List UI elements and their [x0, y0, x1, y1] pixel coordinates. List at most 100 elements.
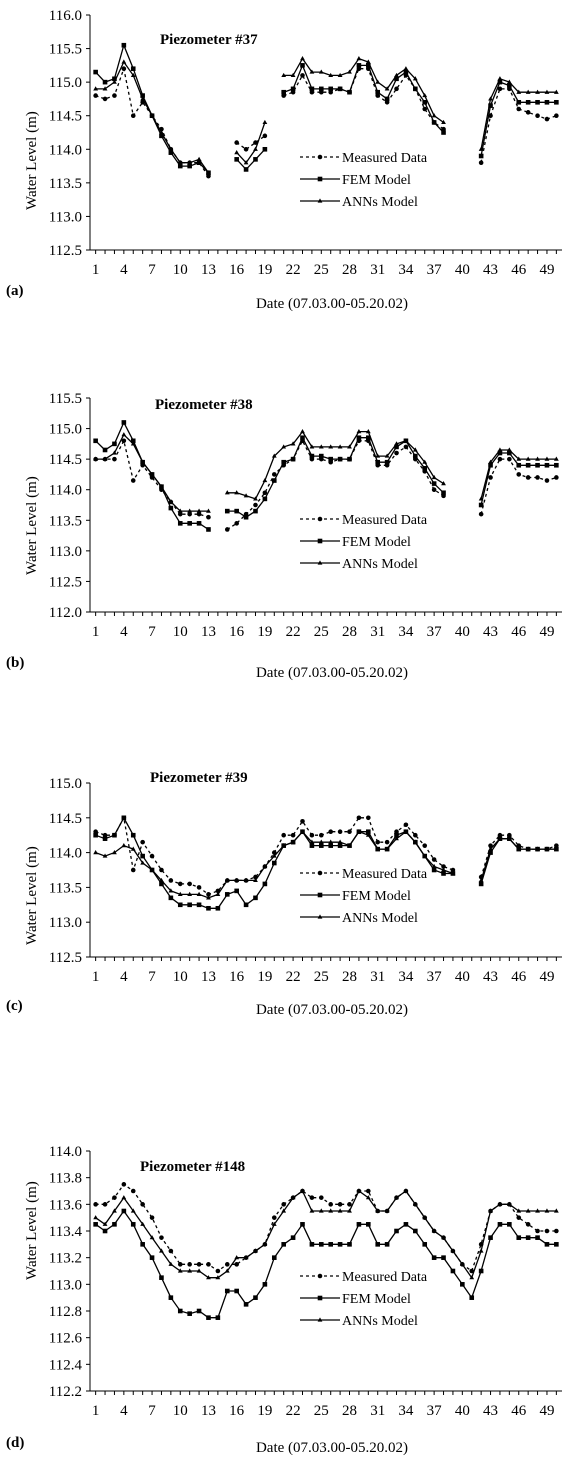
series-line — [227, 436, 444, 518]
data-point — [516, 1215, 522, 1220]
x-tick-label: 13 — [201, 624, 216, 640]
series-line — [95, 66, 210, 177]
data-point — [375, 79, 381, 84]
data-point — [525, 1222, 531, 1227]
x-tick-label: 7 — [148, 262, 156, 278]
y-tick-label: 114.0 — [49, 846, 82, 862]
data-point — [159, 1235, 164, 1240]
data-point — [507, 450, 512, 456]
legend-label: ANNs Model — [342, 911, 418, 926]
data-point — [328, 1208, 334, 1213]
data-point — [281, 72, 287, 78]
data-point — [384, 96, 390, 102]
chart-title: Piezometer #37 — [160, 32, 258, 48]
data-point — [290, 456, 296, 462]
legend-label: FEM Model — [342, 535, 411, 550]
data-point — [102, 456, 108, 461]
y-tick-label: 113.5 — [49, 513, 82, 529]
x-tick-label: 7 — [148, 1403, 156, 1419]
data-point — [506, 836, 512, 841]
data-point — [422, 92, 428, 98]
data-point — [535, 846, 540, 851]
series-fem-model — [93, 815, 559, 911]
x-tick-label: 4 — [120, 262, 128, 278]
data-point — [271, 472, 277, 477]
data-point — [459, 1261, 465, 1266]
data-point — [271, 478, 277, 483]
data-point — [488, 1235, 493, 1240]
data-point — [196, 511, 202, 517]
data-point — [102, 1228, 108, 1234]
y-tick-label: 113.0 — [49, 544, 82, 560]
data-point — [309, 1242, 315, 1247]
data-point — [140, 459, 146, 464]
data-point — [102, 832, 108, 838]
data-point — [328, 843, 334, 848]
y-tick-label: 114.0 — [49, 483, 82, 499]
data-point — [413, 832, 418, 838]
data-point — [356, 429, 362, 434]
data-point — [121, 66, 127, 72]
x-tick-label: 37 — [427, 1403, 443, 1419]
data-point — [384, 1242, 390, 1247]
data-point — [365, 429, 371, 434]
data-point — [112, 1222, 117, 1227]
data-point — [290, 1235, 296, 1240]
chart-panel-d: 112.2 112.4 112.6 112.8 113.0 113.2 113.4 113.6… — [0, 1125, 564, 1465]
data-point — [347, 829, 352, 835]
data-point — [112, 850, 117, 855]
data-point — [478, 146, 484, 151]
data-point — [384, 86, 390, 91]
data-point — [112, 76, 117, 82]
data-point — [121, 815, 127, 821]
y-tick-label: 113.0 — [49, 1277, 82, 1293]
y-tick-label: 115.0 — [49, 75, 82, 91]
data-point — [394, 72, 399, 78]
data-point — [431, 863, 437, 869]
chart-svg: 112.2 112.4 112.6 112.8 113.0 113.2 113.4 113.6… — [49, 1144, 562, 1419]
data-point — [347, 456, 352, 462]
data-point — [366, 1188, 371, 1194]
data-point — [525, 1208, 531, 1213]
data-point — [488, 459, 493, 464]
data-point — [394, 832, 399, 838]
data-point — [93, 829, 98, 835]
data-point — [121, 432, 127, 437]
data-point — [224, 490, 230, 495]
data-point — [450, 1248, 456, 1253]
series-measured-data — [93, 1182, 559, 1274]
chart-title: Piezometer #38 — [155, 397, 253, 413]
series-fem-model — [93, 420, 559, 532]
data-point — [506, 1201, 512, 1206]
y-tick-label: 113.4 — [49, 1224, 83, 1240]
data-point — [271, 1255, 277, 1260]
data-point — [271, 853, 277, 858]
x-tick-label: 25 — [314, 969, 329, 985]
data-point — [102, 1202, 108, 1207]
x-axis-label: Date (07.03.00-05.20.02) — [255, 296, 409, 312]
data-point — [375, 453, 381, 458]
data-point — [328, 72, 334, 78]
data-point — [394, 86, 399, 92]
data-point — [384, 459, 390, 465]
data-point — [497, 79, 503, 85]
data-point — [253, 502, 258, 508]
data-point — [130, 1208, 136, 1213]
data-point — [317, 870, 323, 876]
x-tick-label: 19 — [257, 1403, 272, 1419]
data-point — [365, 59, 371, 64]
data-point — [441, 119, 446, 125]
x-tick-label: 40 — [455, 624, 470, 640]
data-point — [469, 1275, 475, 1280]
data-point — [224, 508, 230, 514]
data-point — [121, 843, 127, 848]
data-point — [112, 1195, 117, 1200]
data-point — [243, 902, 249, 908]
x-tick-label: 19 — [257, 969, 272, 985]
data-point — [196, 1308, 202, 1314]
data-point — [497, 836, 503, 841]
data-point — [102, 1221, 108, 1226]
data-point — [112, 832, 117, 838]
x-tick-label: 46 — [511, 969, 527, 985]
data-point — [328, 1202, 334, 1207]
